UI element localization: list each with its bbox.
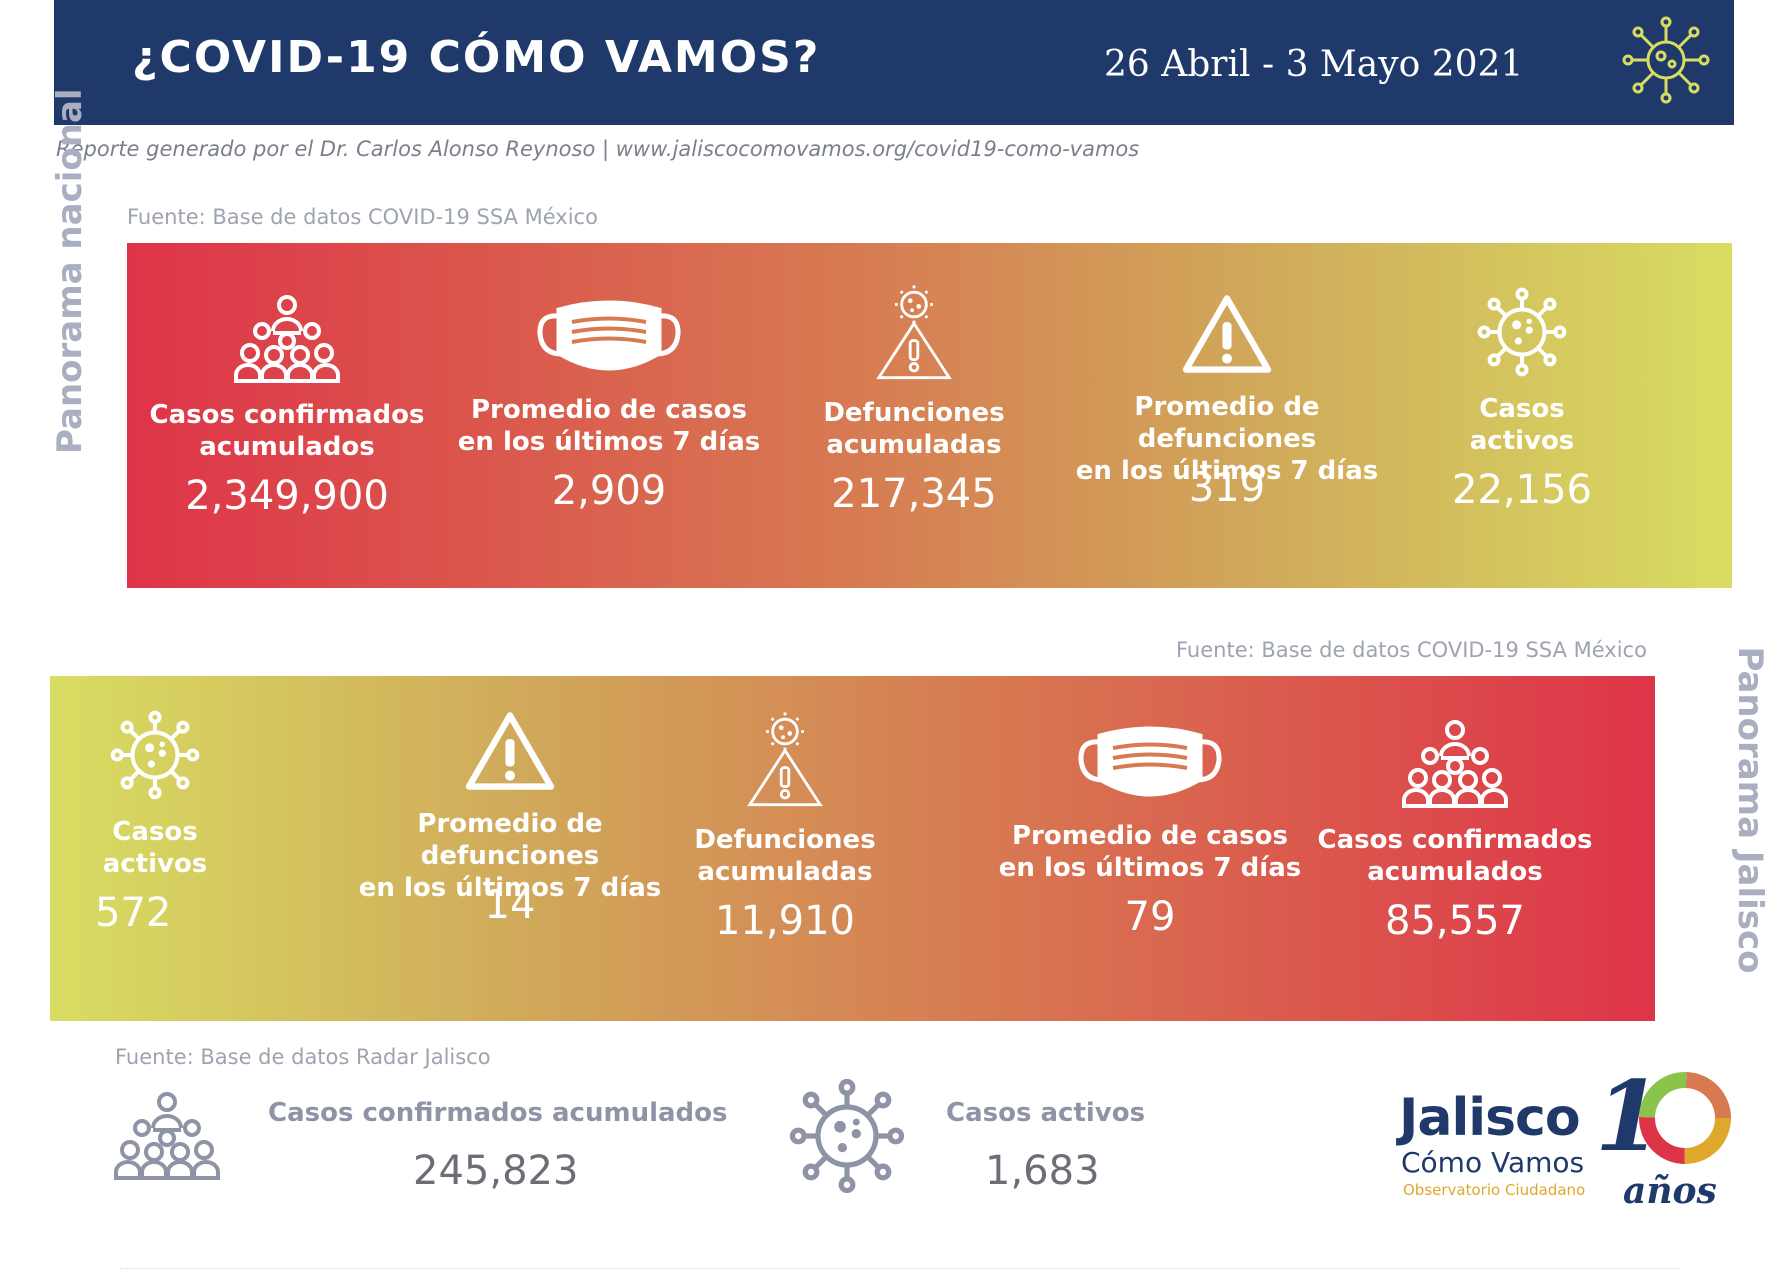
stat-label: Casos activos [1469,394,1575,456]
warning-icon [1181,293,1273,375]
virus-warning-icon [747,712,823,808]
mask-icon [1075,724,1225,804]
people-icon [112,1090,222,1180]
virus-icon [1622,16,1710,104]
stat-value: 2,909 [551,468,667,514]
stat-value: 79 [1124,894,1176,940]
stat-value: 572 [95,890,172,936]
stat-promedio-defunciones: Promedio de defunciones en los últimos 7 … [1067,293,1387,511]
stat-promedio-defunciones: Promedio de defunciones en los últimos 7 … [340,710,680,928]
logo-ring-icon [1639,1072,1731,1164]
stat-value: 2,349,900 [185,473,389,519]
virus-icon [110,710,200,800]
logo-subtitle: Cómo Vamos [1401,1146,1585,1179]
mask-icon [534,298,684,378]
stat-casos-confirmados: Casos confirmados acumulados 2,349,900 [127,293,447,519]
report-credit: Reporte generado por el Dr. Carlos Alons… [56,137,1140,161]
stat-label: Defunciones acumuladas [823,398,1005,460]
stat-label: Promedio de casos en los últimos 7 días [457,395,761,457]
source-radar: Fuente: Base de datos Radar Jalisco [115,1045,491,1069]
stat-value: 11,910 [715,898,855,944]
stat-value: 217,345 [831,471,997,517]
nacional-band: Casos confirmados acumulados 2,349,900 Pr… [127,243,1732,588]
panorama-jalisco-label: Panorama Jalisco [1730,646,1770,974]
jalisco-band: Casos activos 572 Promedio de defunciones… [50,676,1655,1021]
radar-confirmados-value: 245,823 [413,1148,579,1194]
virus-icon [789,1078,905,1194]
people-icon [232,293,342,383]
logo-tagline: Observatorio Ciudadano [1403,1181,1586,1199]
stat-label: Promedio de casos en los últimos 7 días [998,821,1302,883]
stat-defunciones: Defunciones acumuladas 217,345 [754,285,1074,517]
radar-activos-value: 1,683 [985,1148,1100,1194]
virus-warning-icon [876,285,952,381]
stat-label: Promedio de defunciones en los últimos 7 … [358,809,662,903]
stat-label: Casos activos [102,817,208,879]
stat-defunciones: Defunciones acumuladas 11,910 [670,712,900,944]
radar-confirmados-label: Casos confirmados acumulados [268,1098,728,1128]
stat-casos-activos: Casos activos 22,156 [1362,287,1682,513]
stat-casos-activos: Casos activos 572 [0,710,315,936]
radar-activos-label: Casos activos [946,1098,1146,1128]
stat-label: Defunciones acumuladas [694,825,876,887]
panorama-nacional-label: Panorama nacional [50,88,90,454]
page-title: ¿COVID-19 CÓMO VAMOS? [132,32,821,83]
header-banner: ¿COVID-19 CÓMO VAMOS? 26 Abril - 3 Mayo … [54,0,1734,125]
people-icon [1400,718,1510,808]
source-nacional: Fuente: Base de datos COVID-19 SSA Méxic… [127,205,598,229]
date-range: 26 Abril - 3 Mayo 2021 [1104,44,1524,85]
stat-casos-confirmados: Casos confirmados acumulados 85,557 [1295,718,1615,944]
baseline-divider [120,1268,1680,1270]
stat-label: Casos confirmados acumulados [149,400,425,462]
stat-promedio-casos: Promedio de casos en los últimos 7 días 2… [449,298,769,514]
virus-icon [1477,287,1567,377]
stat-label: Promedio de defunciones en los últimos 7 … [1075,392,1379,486]
stat-value: 22,156 [1452,467,1592,513]
logo-anos: años [1623,1170,1717,1212]
stat-value: 85,557 [1385,898,1525,944]
source-jalisco: Fuente: Base de datos COVID-19 SSA Méxic… [1176,638,1647,662]
stat-value: 14 [484,882,536,928]
warning-icon [464,710,556,792]
logo-name: Jalisco [1399,1088,1581,1148]
stat-promedio-casos: Promedio de casos en los últimos 7 días 7… [990,724,1310,940]
stat-value: 319 [1188,465,1266,511]
stat-label: Casos confirmados acumulados [1317,825,1593,887]
jalisco-como-vamos-logo: Jalisco Cómo Vamos Observatorio Ciudadan… [1395,1060,1735,1218]
